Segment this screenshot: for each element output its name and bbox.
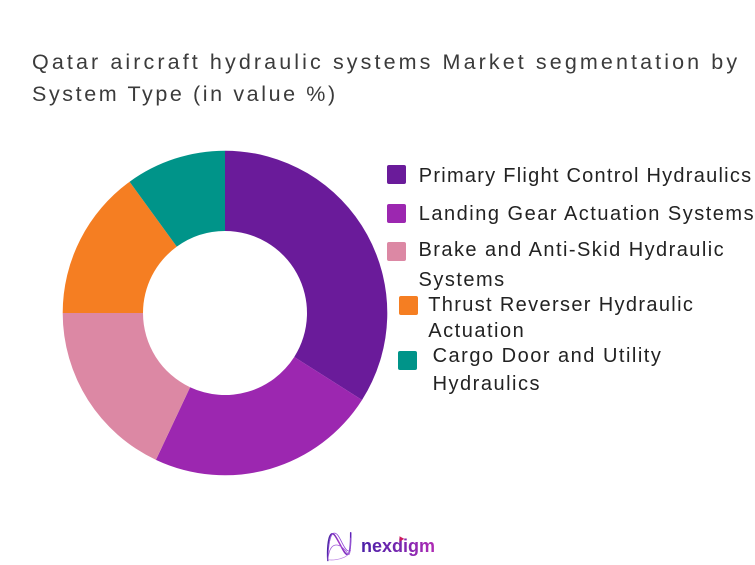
svg-text:nexdigm: nexdigm	[361, 536, 435, 556]
